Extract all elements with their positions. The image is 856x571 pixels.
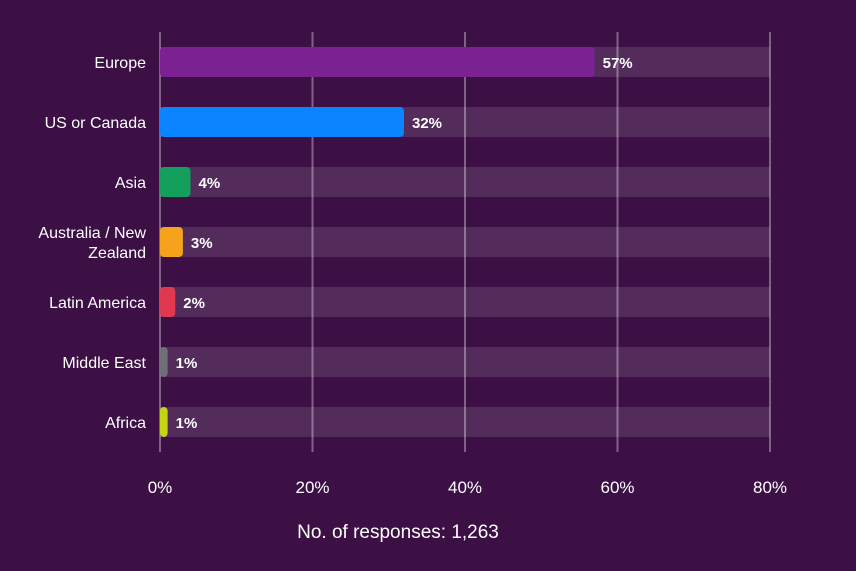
- bar-track: [160, 167, 770, 197]
- category-label: Africa: [105, 415, 146, 432]
- value-label: 3%: [191, 235, 213, 252]
- value-label: 1%: [176, 355, 198, 372]
- value-label: 4%: [199, 175, 221, 192]
- bar-track: [160, 347, 770, 377]
- category-label: US or Canada: [45, 115, 146, 132]
- category-label: Middle East: [62, 355, 146, 372]
- value-label: 57%: [603, 55, 633, 72]
- bar: [160, 407, 168, 437]
- category-label: Latin America: [49, 295, 146, 312]
- value-label: 1%: [176, 415, 198, 432]
- bar: [160, 287, 176, 317]
- bar: [160, 47, 595, 77]
- x-tick-label: 80%: [753, 478, 787, 497]
- value-label: 32%: [412, 115, 442, 132]
- x-tick-label: 60%: [600, 478, 634, 497]
- bar: [160, 227, 183, 257]
- category-label: Europe: [94, 55, 146, 72]
- value-labels: 57% 32% 4% 3% 2% 1% 1%: [176, 55, 633, 432]
- bar-track: [160, 227, 770, 257]
- category-label: Australia / New Zealand: [38, 225, 146, 262]
- bars: [160, 47, 595, 437]
- bar: [160, 347, 168, 377]
- x-tick-label: 0%: [148, 478, 173, 497]
- bar-track: [160, 287, 770, 317]
- category-label: Asia: [115, 175, 146, 192]
- bar-track: [160, 407, 770, 437]
- x-axis-ticks: 0% 20% 40% 60% 80%: [148, 478, 787, 497]
- category-labels: Europe US or Canada Asia Australia / New Zea…: [38, 55, 146, 432]
- x-tick-label: 40%: [448, 478, 482, 497]
- bar: [160, 107, 404, 137]
- responses-footnote: No. of responses: 1,263: [297, 522, 499, 543]
- bar: [160, 167, 191, 197]
- x-tick-label: 20%: [295, 478, 329, 497]
- bar-tracks: [160, 47, 770, 437]
- value-label: 2%: [183, 295, 205, 312]
